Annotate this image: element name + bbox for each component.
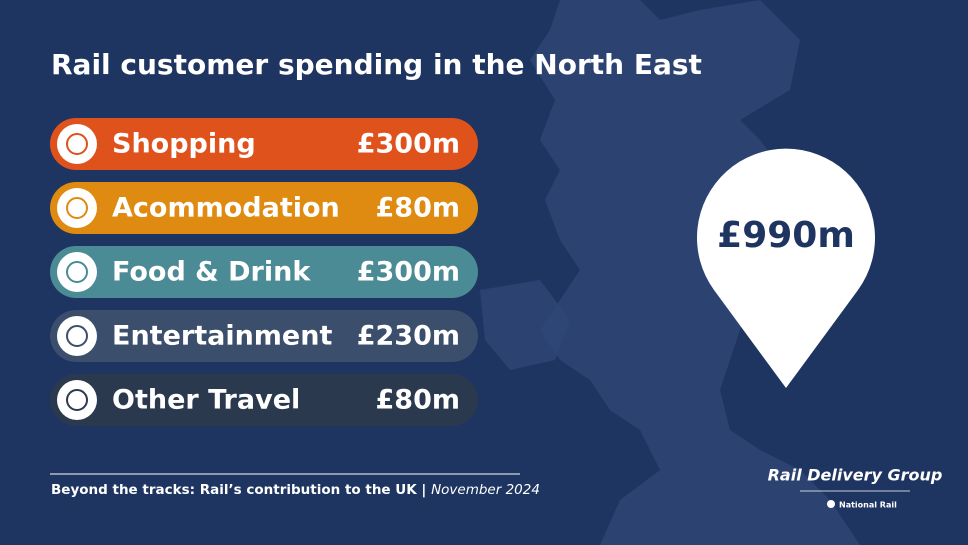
category-label: Food & Drink <box>112 257 311 288</box>
logo-icon <box>827 500 835 508</box>
footer-date: November 2024 <box>431 482 540 498</box>
logo-sub: National Rail <box>839 501 897 510</box>
category-icon-glyph <box>66 133 88 155</box>
footer-separator: | <box>417 482 431 498</box>
category-amount: £80m <box>376 193 461 224</box>
category-icon-glyph <box>66 325 88 347</box>
category-bar <box>50 182 478 234</box>
footer: Beyond the tracks: Rail’s contribution t… <box>51 482 540 498</box>
total-amount: £990m <box>717 215 855 256</box>
logo-name: Rail Delivery Group <box>768 466 943 485</box>
category-label: Other Travel <box>112 385 300 416</box>
category-icon <box>57 380 97 420</box>
category-bar <box>50 246 478 298</box>
category-label: Entertainment <box>112 321 332 352</box>
category-amount: £80m <box>376 385 461 416</box>
category-label: Acommodation <box>112 193 340 224</box>
category-icon-glyph <box>66 261 88 283</box>
category-amount: £230m <box>357 321 460 352</box>
map-background <box>530 0 860 545</box>
category-icon <box>57 252 97 292</box>
category-icon-glyph <box>66 197 88 219</box>
category-icon <box>57 316 97 356</box>
category-bar <box>50 118 478 170</box>
category-icon-glyph <box>66 389 88 411</box>
category-label: Shopping <box>112 129 256 160</box>
category-amount: £300m <box>357 257 460 288</box>
map-island <box>480 280 570 370</box>
category-icon <box>57 124 97 164</box>
footer-text: Beyond the tracks: Rail’s contribution t… <box>51 482 417 498</box>
category-bar <box>50 374 478 426</box>
title: Rail customer spending in the North East <box>51 48 702 81</box>
category-icon <box>57 188 97 228</box>
location-pin <box>697 148 876 388</box>
category-amount: £300m <box>357 129 460 160</box>
category-bar <box>50 310 478 362</box>
